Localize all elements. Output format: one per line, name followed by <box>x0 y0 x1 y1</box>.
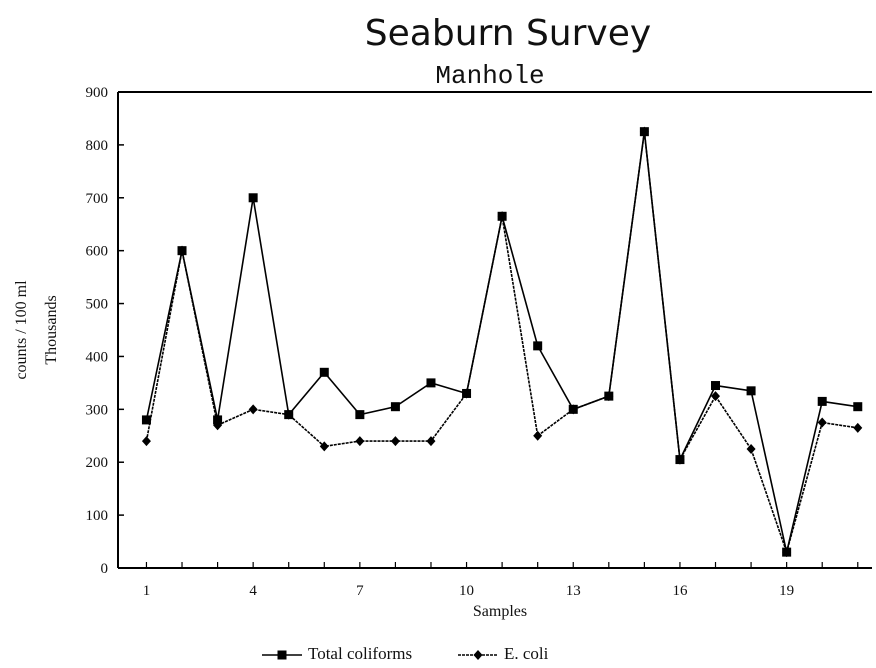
y-tick-label: 600 <box>86 244 109 260</box>
data-point <box>355 410 365 420</box>
data-point <box>213 415 223 425</box>
data-point <box>390 436 400 447</box>
data-point <box>426 378 436 388</box>
legend-swatch-marker <box>473 650 483 660</box>
data-point <box>462 388 472 399</box>
series-total-coliforms <box>141 127 863 557</box>
data-point <box>390 402 400 412</box>
data-point <box>213 420 223 431</box>
chart-subtitle: Manhole <box>435 61 544 91</box>
plot-area <box>117 91 872 569</box>
data-point <box>853 402 863 412</box>
data-point <box>284 409 294 420</box>
data-point <box>355 436 365 447</box>
legend-label: E. coli <box>504 644 549 663</box>
y-axis: 0 100 200 300 400 500 600 700 800 900 <box>86 85 124 577</box>
x-tick-label: 16 <box>672 583 688 599</box>
series-layer <box>141 126 863 558</box>
data-point <box>141 415 151 425</box>
data-point <box>853 422 863 433</box>
data-point <box>319 441 329 452</box>
x-tick-label: 7 <box>356 583 364 599</box>
data-point <box>497 211 507 222</box>
data-point <box>782 547 792 558</box>
legend-item: Total coliforms <box>262 644 412 663</box>
data-point <box>817 417 827 428</box>
y-tick-label: 0 <box>101 561 109 577</box>
y-tick-label: 700 <box>86 191 109 207</box>
series-e-coli <box>141 126 863 558</box>
data-point <box>177 245 187 256</box>
data-point <box>817 396 827 406</box>
data-point <box>604 391 614 402</box>
y-tick-label: 800 <box>86 138 109 154</box>
data-point <box>426 436 436 447</box>
data-point <box>639 126 649 137</box>
data-point <box>711 381 721 391</box>
data-point <box>746 386 756 396</box>
y-tick-label: 300 <box>86 402 109 418</box>
legend: Total coliforms E. coli <box>262 644 549 663</box>
data-point <box>746 444 756 454</box>
x-tick-label: 13 <box>566 583 581 599</box>
legend-swatch-marker <box>277 650 287 660</box>
data-point <box>319 367 329 377</box>
chart-title: Seaburn Survey <box>365 13 651 54</box>
y-tick-label: 400 <box>86 349 109 365</box>
data-point <box>141 436 151 447</box>
x-tick-label: 19 <box>779 583 794 599</box>
y-axis-label: counts / 100 ml <box>13 280 30 380</box>
legend-item: E. coli <box>458 644 549 663</box>
x-axis-label: Samples <box>473 603 527 620</box>
data-point <box>533 341 543 351</box>
y-axis-label-units: Thousands <box>43 295 60 364</box>
y-tick-label: 200 <box>86 455 109 471</box>
legend-label: Total coliforms <box>308 644 412 663</box>
data-point <box>568 404 578 415</box>
x-tick-label: 4 <box>249 583 257 599</box>
data-point <box>248 404 258 415</box>
x-tick-label: 1 <box>143 583 151 599</box>
data-point <box>711 391 721 402</box>
data-point <box>533 430 543 441</box>
x-tick-label: 10 <box>459 583 474 599</box>
y-tick-label: 100 <box>86 508 109 524</box>
data-point <box>675 454 685 465</box>
data-point <box>248 193 258 203</box>
y-tick-label: 500 <box>86 297 109 313</box>
x-axis: 1 4 7 10 13 16 19 <box>143 562 859 599</box>
y-tick-label: 900 <box>86 85 109 101</box>
